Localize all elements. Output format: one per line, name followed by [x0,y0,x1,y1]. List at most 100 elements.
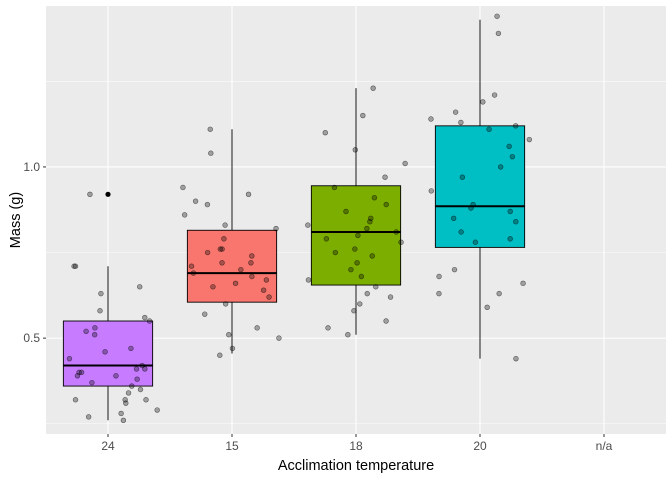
data-point [134,376,140,382]
data-point [494,13,500,19]
data-point [266,294,272,300]
data-point [219,260,225,266]
y-tick-label: 0.5 [23,331,40,345]
data-point [83,328,89,334]
data-point [238,266,244,273]
data-point [202,311,208,317]
data-point [146,318,153,324]
data-point [354,260,360,266]
data-point [219,246,225,252]
data-point [143,397,149,403]
data-point [72,397,79,403]
data-point [222,301,229,307]
data-point [305,222,311,228]
data-point [137,284,143,290]
data-point [428,188,434,194]
data-point [513,355,519,362]
data-point [71,263,77,269]
data-point [370,85,376,91]
plot-area [62,13,533,424]
data-point [402,160,408,167]
data-point [496,290,502,297]
data-point [436,273,442,280]
data-point [343,208,349,215]
data-point [263,277,270,283]
data-point [373,284,379,290]
data-point [491,92,498,98]
x-tick-label: 24 [101,439,115,453]
data-point [139,362,145,369]
data-point [120,417,127,424]
data-point [122,397,128,403]
data-point [217,246,224,252]
data-point [92,325,98,331]
data-point [393,229,400,235]
data-point [102,349,108,355]
box-15 [186,229,278,303]
data-point [129,383,135,389]
data-point [188,263,195,269]
data-point [472,239,479,245]
data-point [458,119,464,126]
data-point [323,236,330,242]
data-point [352,147,358,153]
data-point [459,174,466,180]
data-point [249,273,255,280]
data-point [368,215,374,221]
y-axis-title: Mass (g) [8,192,24,248]
data-point [76,369,82,376]
data-point [204,201,211,208]
data-point [98,290,104,297]
data-point [484,304,490,311]
data-point [66,355,73,362]
data-point [371,195,378,201]
data-point [383,318,389,324]
data-point [369,253,375,259]
axes: 0.5 1.0 24 15 18 20 n/a [23,160,612,453]
data-point [507,208,513,215]
data-point [458,229,464,235]
data-point [207,126,213,132]
data-point [128,345,134,352]
data-point [358,273,365,280]
data-point [357,301,363,307]
data-point [348,266,354,273]
data-point [507,236,513,242]
data-point [331,184,338,191]
data-point [92,332,98,338]
data-point [190,270,197,276]
data-point [355,232,361,239]
data-point [495,30,502,37]
data-point [497,164,504,170]
box-20 [434,125,526,248]
data-point [364,290,370,297]
data-point [450,215,457,221]
y-tick-label: 1.0 [23,160,40,174]
data-point [428,116,434,122]
data-point [85,414,92,420]
data-point [276,335,282,341]
data-point [133,366,140,372]
data-point [72,263,79,269]
data-point [254,325,260,331]
data-point [360,112,366,119]
data-point [249,253,255,259]
data-point [204,249,211,256]
data-point [526,136,533,143]
data-point [226,332,232,338]
data-point [398,239,404,245]
x-axis-title: Acclimation temperature [278,458,434,474]
data-point [351,308,357,314]
data-point [305,277,312,283]
data-point [125,390,132,396]
data-point [509,153,516,160]
data-point [232,280,239,287]
data-point [142,314,148,321]
data-point [89,379,95,386]
data-point [113,373,119,379]
data-point [154,407,160,413]
data-point [520,280,526,287]
data-point [383,201,389,208]
outlier-point [105,191,111,197]
data-point [513,219,519,225]
